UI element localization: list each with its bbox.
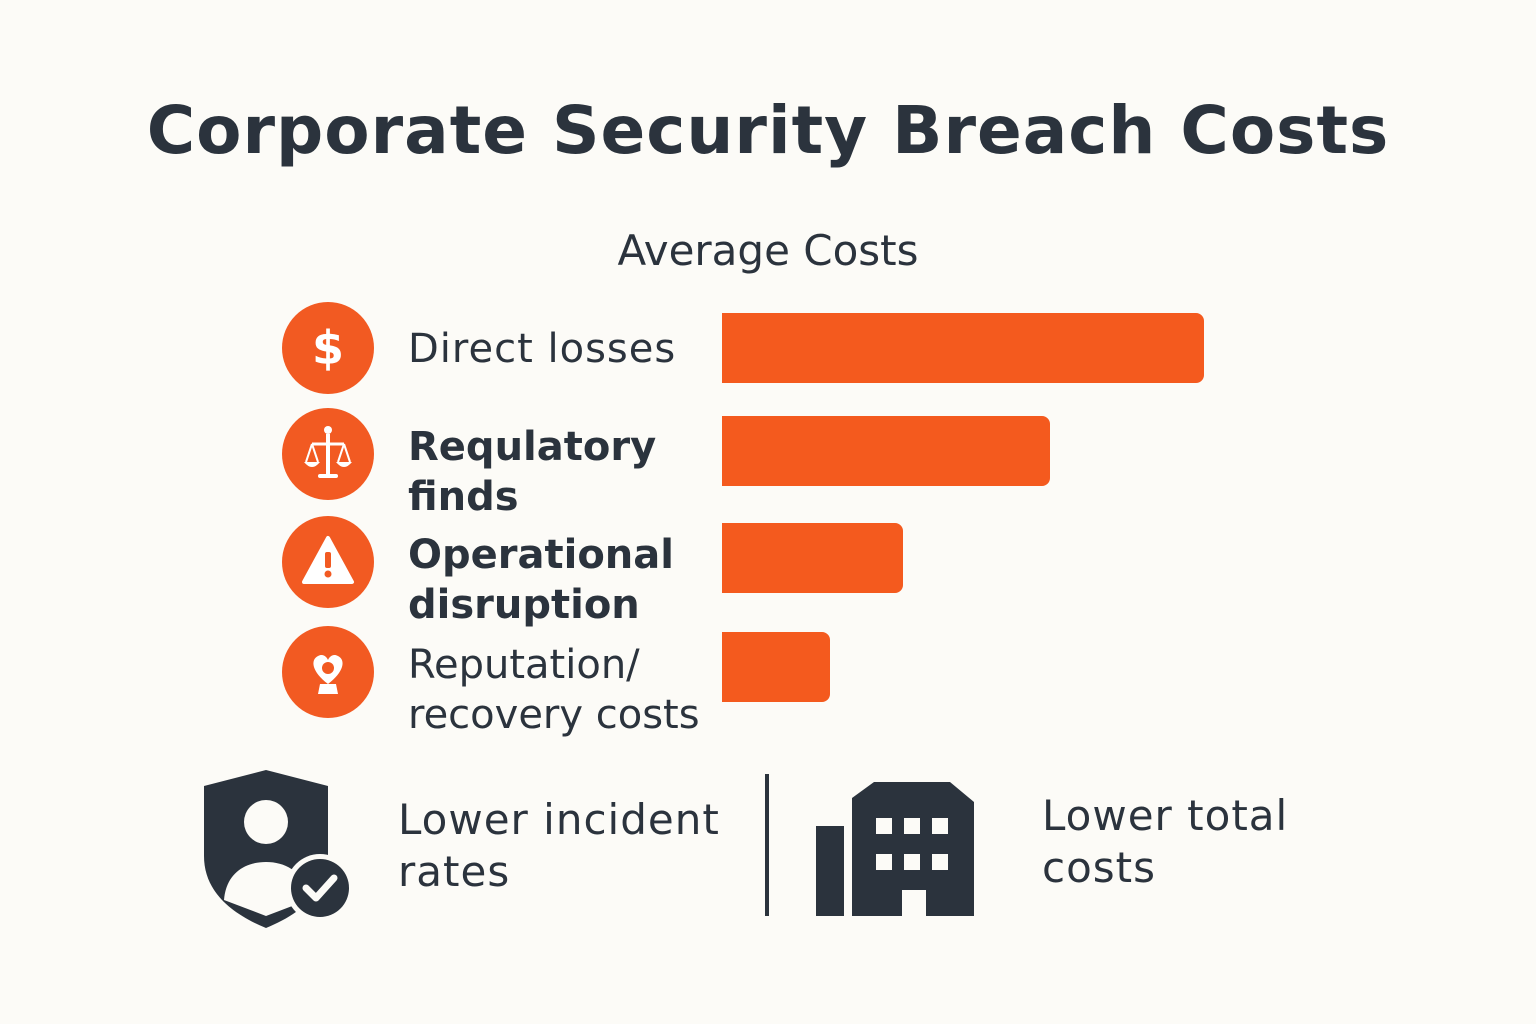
dollar-icon: $ xyxy=(282,302,374,394)
footer-right-label: Lower total costs xyxy=(1042,791,1289,892)
bar-3-edge xyxy=(722,632,732,702)
bar-0-edge xyxy=(722,313,732,383)
bar-2-edge xyxy=(722,523,732,593)
chart-title: Corporate Security Breach Costs xyxy=(146,92,1390,169)
bar-1-edge xyxy=(722,416,732,486)
footer-left-label: Lower incident rates xyxy=(398,795,720,896)
category-label: Requlatory finds xyxy=(408,424,657,520)
category-label: Operational disruption xyxy=(408,532,674,628)
category-label: Reputation/ recovery costs xyxy=(408,642,700,738)
svg-text:$: $ xyxy=(312,321,344,375)
shield-user-check-icon xyxy=(200,768,356,932)
chart-subtitle: Average Costs xyxy=(617,226,919,275)
category-label: Direct losses xyxy=(408,326,677,372)
bar-2 xyxy=(722,523,903,593)
bar-0 xyxy=(722,313,1204,383)
warning-icon xyxy=(282,516,374,608)
bar-1 xyxy=(722,416,1050,486)
divider xyxy=(765,774,769,916)
heart-person-icon xyxy=(282,626,374,718)
building-icon xyxy=(814,780,978,920)
scales-icon xyxy=(282,408,374,500)
bar-3 xyxy=(722,632,830,702)
